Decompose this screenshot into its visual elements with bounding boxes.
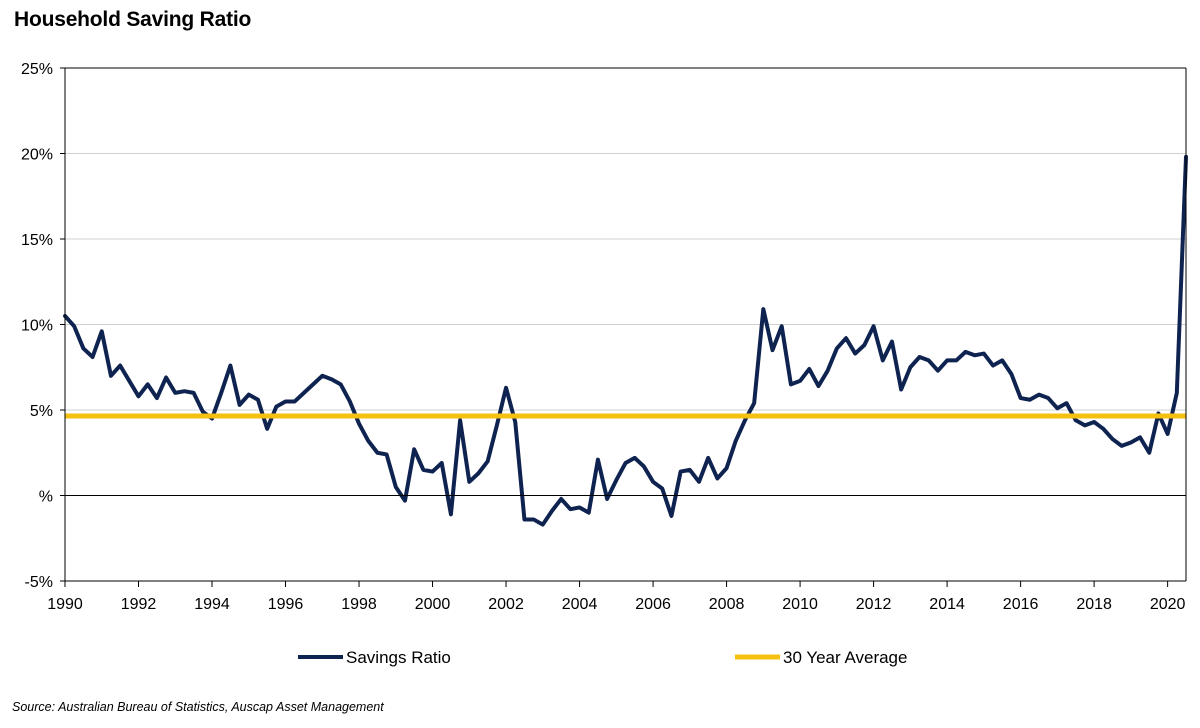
y-tick-labels: -5%% 5% 10% 15% 20% 25%	[21, 61, 53, 591]
x-tick-label: 2004	[562, 596, 598, 613]
x-tick-label: 2018	[1076, 596, 1112, 613]
y-tick-label: -5%	[25, 574, 53, 591]
legend: Savings Ratio 30 Year Average	[298, 648, 907, 667]
x-tick-label: 2002	[488, 596, 524, 613]
gridlines	[65, 67, 1186, 582]
x-tick-label: 1998	[341, 596, 377, 613]
savings-series	[63, 154, 1188, 527]
x-tick-label: 1990	[47, 596, 83, 613]
x-tick-label: 2020	[1150, 596, 1186, 613]
y-tick-label: 20%	[21, 147, 53, 164]
legend-30-year-average-label: 30 Year Average	[783, 648, 907, 667]
x-tick-label: 2014	[929, 596, 965, 613]
legend-30-year-average: 30 Year Average	[735, 648, 907, 667]
x-tick-labels: 1990 1992 1994 1996 1998 2000 2002 2004 2006 2008…	[47, 596, 1185, 613]
legend-savings-ratio: Savings Ratio	[298, 648, 451, 667]
x-tick-label: 1992	[121, 596, 157, 613]
chart-title: Household Saving Ratio	[14, 8, 252, 31]
x-tick-label: 1994	[194, 596, 230, 613]
axes	[60, 67, 1187, 587]
y-tick-label: %	[39, 489, 53, 506]
x-tick-label: 2008	[709, 596, 745, 613]
y-tick-label: 10%	[21, 318, 53, 335]
x-tick-label: 2006	[635, 596, 671, 613]
y-tick-label: 15%	[21, 232, 53, 249]
source-note: Source: Australian Bureau of Statistics,…	[12, 700, 384, 714]
x-tick-label: 2010	[782, 596, 818, 613]
x-tick-label: 1996	[268, 596, 304, 613]
y-tick-label: 5%	[30, 403, 53, 420]
x-tick-label: 2000	[415, 596, 451, 613]
savings-ratio-line	[63, 154, 1188, 527]
y-tick-label: 25%	[21, 61, 53, 78]
x-tick-label: 2016	[1003, 596, 1039, 613]
x-tick-label: 2012	[856, 596, 892, 613]
legend-savings-ratio-label: Savings Ratio	[346, 648, 451, 667]
